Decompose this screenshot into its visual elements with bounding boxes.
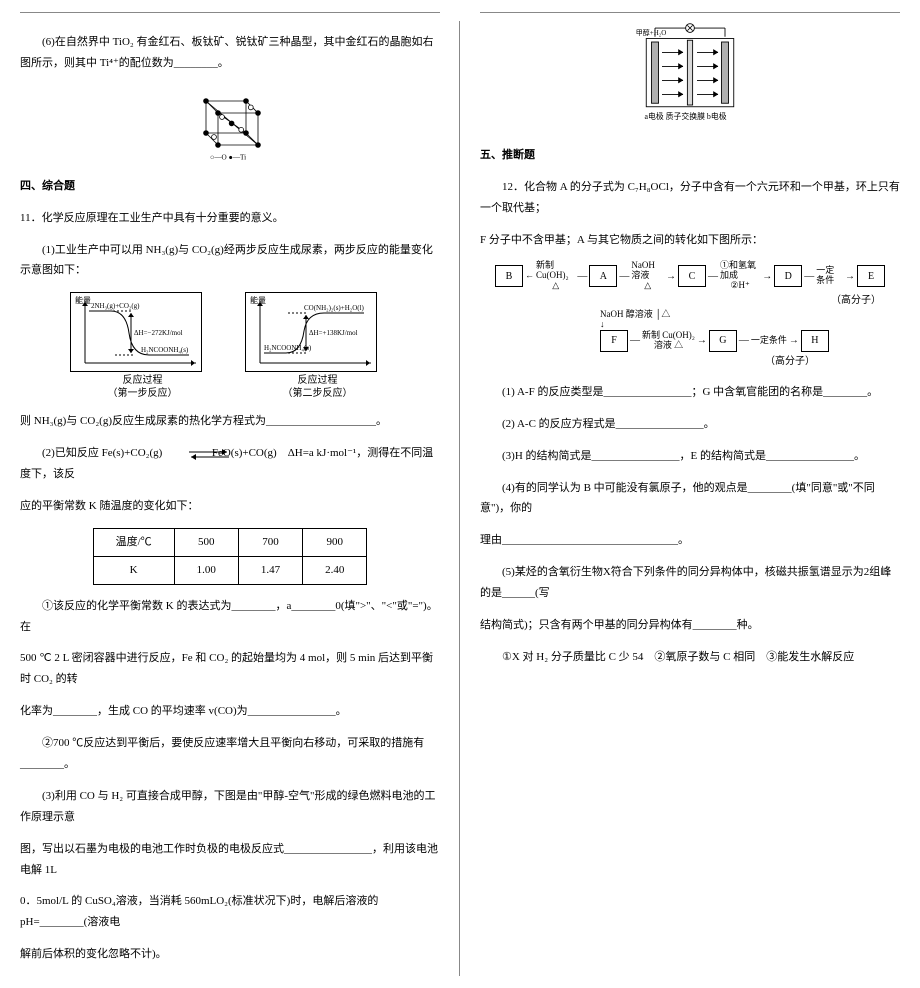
q11-2d: ①该反应的化学平衡常数 K 的表达式为________，a________0(填… xyxy=(20,596,440,638)
k-table: 温度/℃ 500 700 900 K 1.00 1.47 2.40 xyxy=(93,528,368,585)
q11-intro: 11．化学反应原理在工业生产中具有十分重要的意义。 xyxy=(20,208,440,229)
q12a: 12．化合物 A 的分子式为 C₇H₈OCl，分子中含有一个六元环和一个甲基，环… xyxy=(480,177,900,219)
energy-graph-2: 能量 CO(NH₂)₂(s)+H₂O(l) ΔH=+138KJ/mol H₂NC… xyxy=(245,292,390,400)
table-row: 温度/℃ 500 700 900 xyxy=(93,528,367,556)
q11-2f: 化率为________，生成 CO 的平均速率 v(CO)为__________… xyxy=(20,701,440,722)
fuel-cell-diagram: 甲醇+H₂O a电极 质子交 xyxy=(620,21,760,134)
node-b: B xyxy=(495,265,523,287)
p1: (1) A-F 的反应类型是________________；G 中含氧官能团的… xyxy=(480,382,900,403)
crystal-legend-text: ○—O ●—Ti xyxy=(210,153,246,161)
q11-2c: 应的平衡常数 K 随温度的变化如下： xyxy=(20,496,440,517)
q12b: F 分子中不含甲基；A 与其它物质之间的转化如下图所示： xyxy=(480,230,900,251)
node-c: C xyxy=(678,265,706,287)
q11-1: (1)工业生产中可以用 NH₃(g)与 CO₂(g)经两步反应生成尿素，两步反应… xyxy=(20,240,440,282)
svg-text:a电极 质子交换膜 b电极: a电极 质子交换膜 b电极 xyxy=(645,111,727,121)
node-g: G xyxy=(709,330,737,352)
p4: (4)有的同学认为 B 中可能没有氯原子，他的观点是________(填"同意"… xyxy=(480,478,900,520)
p5c: ①X 对 H₂ 分子质量比 C 少 54 ②氧原子数与 C 相同 ③能发生水解反… xyxy=(480,647,900,668)
q11-1b: 则 NH₃(g)与 CO₂(g)反应生成尿素的热化学方程式为__________… xyxy=(20,411,440,432)
svg-text:甲醇+H₂O: 甲醇+H₂O xyxy=(636,28,667,37)
q11-3a: (3)利用 CO 与 H₂ 可直接合成甲醇，下图是由"甲醇-空气"形成的绿色燃料… xyxy=(20,786,440,828)
q11-3b: 图，写出以石墨为电极的电池工作时负极的电极反应式________________… xyxy=(20,839,440,881)
p4b: 理由________________________________。 xyxy=(480,530,900,551)
svg-text:能量: 能量 xyxy=(75,295,91,305)
section-5-title: 五、推断题 xyxy=(480,145,900,166)
q11-3d: 解前后体积的变化忽略不计)。 xyxy=(20,944,440,965)
section-4-title: 四、综合题 xyxy=(20,176,440,197)
energy-graph-1: 能量 2NH₃(g)+CO₂(g) ΔH=−272KJ/mol H₂NCOONH… xyxy=(70,292,215,400)
node-d: D xyxy=(774,265,802,287)
flow-scheme: B ← 新制 Cu(OH)₂△ — A — NaOH 溶液△ → C — ①和氢… xyxy=(495,261,885,370)
table-row: K 1.00 1.47 2.40 xyxy=(93,556,367,584)
svg-text:ΔH=+138KJ/mol: ΔH=+138KJ/mol xyxy=(309,329,358,337)
p5b: 结构简式)；只含有两个甲基的同分异构体有________种。 xyxy=(480,615,900,636)
node-h: H xyxy=(801,330,829,352)
q11-3c: 0．5mol/L 的 CuSO₄溶液，当消耗 560mLO₂(标准状况下)时，电… xyxy=(20,891,440,933)
svg-text:ΔH=−272KJ/mol: ΔH=−272KJ/mol xyxy=(134,329,183,337)
node-e: E xyxy=(857,265,885,287)
q11-2-line: (2)已知反应 Fe(s)+CO₂(g) FeO(s)+CO(g) ΔH=a k… xyxy=(20,443,440,485)
p3: (3)H 的结构简式是________________，E 的结构简式是____… xyxy=(480,446,900,467)
energy-diagrams: 能量 2NH₃(g)+CO₂(g) ΔH=−272KJ/mol H₂NCOONH… xyxy=(20,292,440,400)
p5: (5)某烃的含氧衍生物X符合下列条件的同分异构体中，核磁共振氢谱显示为2组峰的是… xyxy=(480,562,900,604)
svg-text:H₂NCOONH₄(s): H₂NCOONH₄(s) xyxy=(141,346,189,354)
q11-2g: ②700 ℃反应达到平衡后，要使反应速率增大且平衡向右移动，可采取的措施有___… xyxy=(20,733,440,775)
node-f: F xyxy=(600,330,628,352)
q11-2e: 500 ℃ 2 L 密闭容器中进行反应，Fe 和 CO₂ 的起始量均为 4 mo… xyxy=(20,648,440,690)
p2: (2) A-C 的反应方程式是________________。 xyxy=(480,414,900,435)
svg-text:CO(NH₂)₂(s)+H₂O(l): CO(NH₂)₂(s)+H₂O(l) xyxy=(304,304,365,312)
svg-text:2NH₃(g)+CO₂(g): 2NH₃(g)+CO₂(g) xyxy=(91,302,140,310)
crystal-diagram: ○—O ●—Ti xyxy=(180,85,280,165)
node-a: A xyxy=(589,265,617,287)
svg-text:能量: 能量 xyxy=(250,295,266,305)
q6-text: (6)在自然界中 TiO₂ 有金红石、板钛矿、锐钛矿三种晶型，其中金红石的晶胞如… xyxy=(20,32,440,74)
